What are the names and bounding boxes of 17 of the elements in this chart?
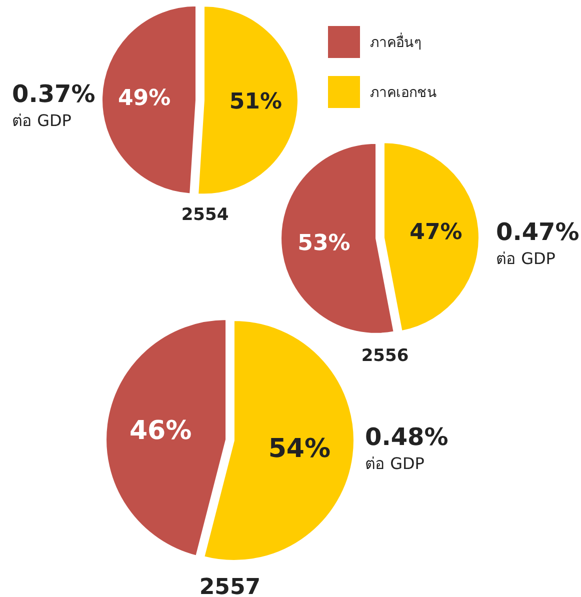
text: 0.47%: [496, 218, 580, 246]
text: 0.48%: [365, 423, 448, 451]
data-label: 54%: [268, 434, 331, 464]
data-label: 51%: [229, 89, 282, 114]
data-label: 49%: [118, 86, 171, 111]
data-label: 53%: [298, 230, 350, 256]
legend-label: ภาคอื่นๆ: [370, 33, 422, 51]
text: ต่อ GDP: [496, 249, 556, 268]
data-label: 47%: [410, 220, 462, 246]
text: 0.37%: [12, 80, 96, 108]
text: 2557: [199, 575, 261, 597]
text: 2556: [361, 346, 409, 366]
legend-label: ภาคเอกชน: [370, 85, 437, 101]
data-label: 46%: [129, 416, 192, 446]
text: ต่อ GDP: [12, 111, 72, 130]
text: 2554: [181, 205, 229, 225]
text: ต่อ GDP: [365, 454, 425, 473]
